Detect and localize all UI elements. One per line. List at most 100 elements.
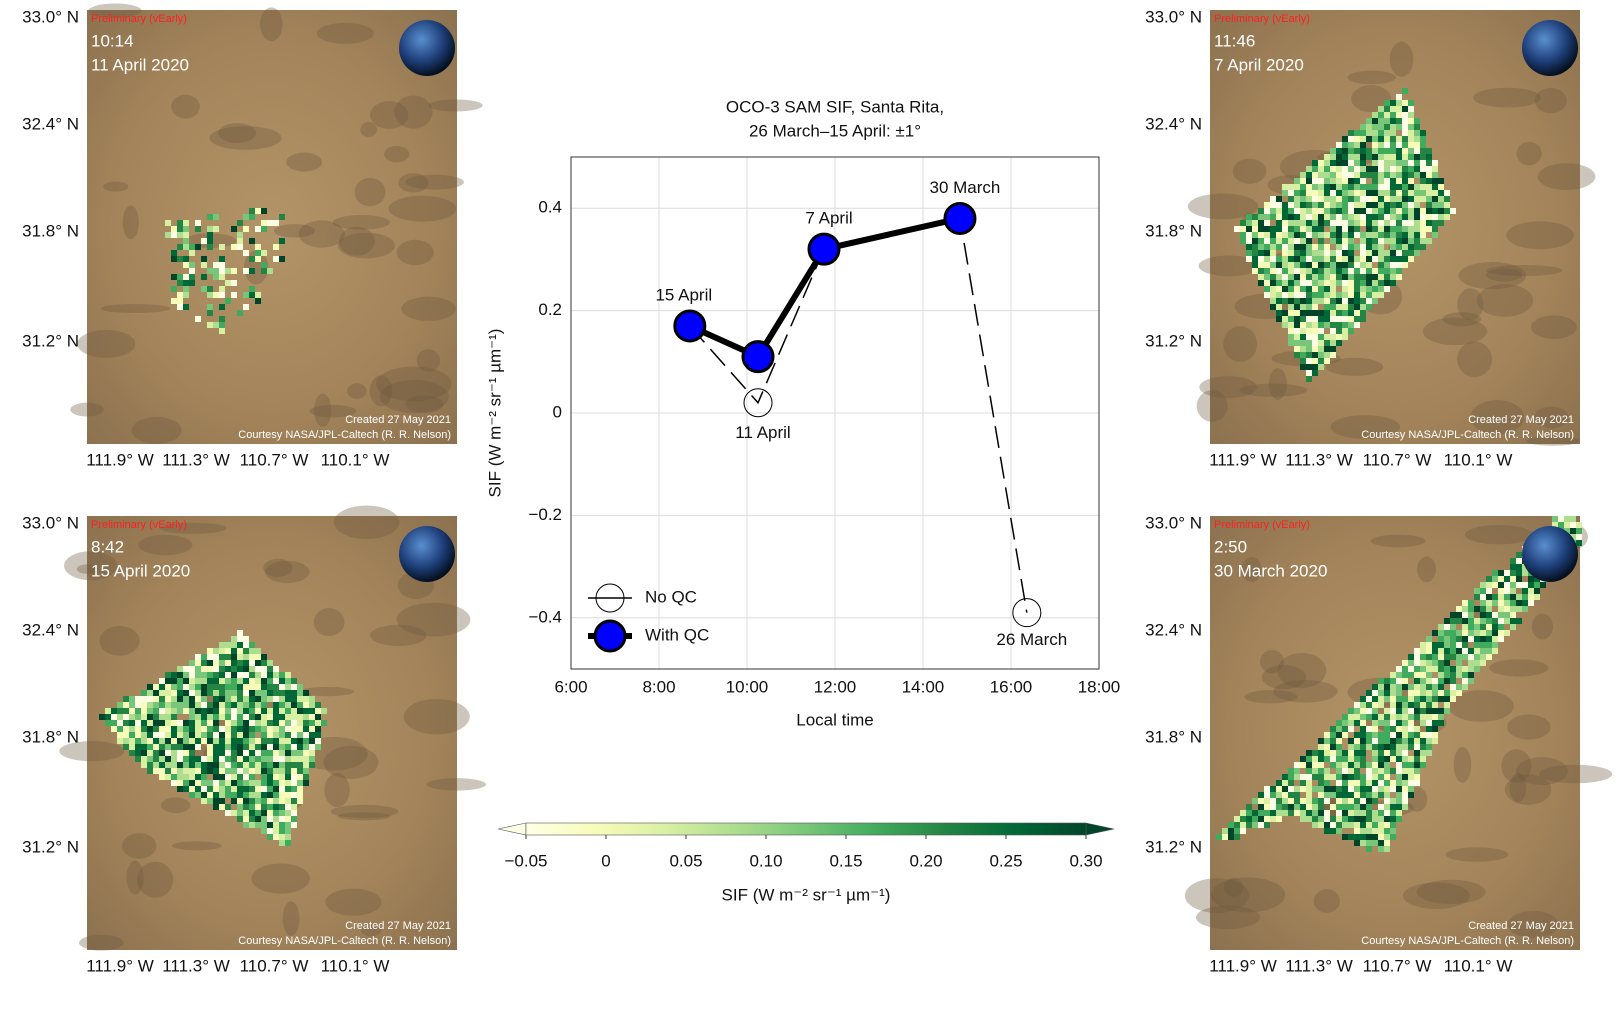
sounding-cell [1468,660,1474,666]
sounding-cell [1360,774,1366,780]
sounding-cell [237,310,243,316]
sounding-cell [1438,696,1444,702]
sounding-cell [1258,208,1264,214]
sounding-cell [1396,262,1402,268]
sounding-cell [1510,570,1516,576]
sounding-cell [1336,262,1342,268]
terrain [260,7,283,42]
sounding-cell [1354,232,1360,238]
sounding-cell [177,708,183,714]
sounding-cell [1438,660,1444,666]
terrain [100,304,171,314]
sounding-cell [1318,750,1324,756]
sounding-cell [1348,298,1354,304]
sounding-cell [1474,642,1480,648]
sounding-cell [1312,184,1318,190]
sounding-cell [1414,124,1420,130]
sounding-cell [1276,292,1282,298]
sounding-cell [1360,172,1366,178]
sounding-cell [1384,732,1390,738]
sounding-cell [1426,220,1432,226]
sounding-cell [1378,220,1384,226]
sounding-cell [1522,594,1528,600]
sounding-cell [1306,184,1312,190]
sounding-cell [1366,280,1372,286]
sounding-cell [225,280,231,286]
sounding-cell [1336,250,1342,256]
terrain [137,861,174,898]
sounding-cell [1282,184,1288,190]
map-status: Preliminary (vEarly) [91,13,187,25]
sounding-cell [1318,178,1324,184]
sounding-cell [1330,238,1336,244]
sounding-cell [1414,756,1420,762]
sounding-cell [267,804,273,810]
terrain [1416,879,1486,904]
sounding-cell [1438,654,1444,660]
sounding-cell [165,696,171,702]
sounding-cell [177,774,183,780]
sounding-cell [1420,678,1426,684]
sounding-cell [207,244,213,250]
sounding-cell [1264,786,1270,792]
sounding-cell [147,756,153,762]
sounding-cell [1462,600,1468,606]
sounding-cell [213,322,219,328]
sounding-cell [231,636,237,642]
sounding-cell [1360,280,1366,286]
sounding-cell [1306,214,1312,220]
sounding-cell [1504,588,1510,594]
sounding-cell [1462,624,1468,630]
sounding-cell [1420,756,1426,762]
sounding-cell [1306,280,1312,286]
sounding-cell [1432,714,1438,720]
terrain [324,773,350,808]
sounding-cell [1348,196,1354,202]
sounding-cell [219,774,225,780]
sounding-cell [1378,160,1384,166]
sounding-cell [1384,756,1390,762]
sounding-cell [273,828,279,834]
sounding-cell [1378,136,1384,142]
sounding-cell [177,678,183,684]
sounding-cell [1318,292,1324,298]
sounding-cell [1402,130,1408,136]
sounding-cell [237,672,243,678]
sounding-cell [1432,738,1438,744]
sounding-cell [189,660,195,666]
sounding-cell [1282,298,1288,304]
sounding-cell [1318,346,1324,352]
sounding-cell [1294,226,1300,232]
sounding-cell [1342,232,1348,238]
sounding-cell [207,786,213,792]
sounding-cell [1450,648,1456,654]
sounding-cell [1408,768,1414,774]
sounding-cell [1390,142,1396,148]
sounding-cell [267,672,273,678]
sounding-cell [249,660,255,666]
sounding-cell [303,774,309,780]
sounding-cell [1276,274,1282,280]
terrain [388,195,457,222]
sounding-cell [1384,780,1390,786]
terrain [161,797,191,814]
sounding-cell [315,744,321,750]
sounding-cell [177,280,183,286]
sounding-cell [141,696,147,702]
sounding-cell [1510,594,1516,600]
sounding-cell [1276,298,1282,304]
sounding-cell [273,244,279,250]
sounding-cell [1318,172,1324,178]
sounding-cell [1234,822,1240,828]
sounding-cell [1300,268,1306,274]
sounding-cell [1342,732,1348,738]
sounding-cell [1354,208,1360,214]
sounding-cell [1420,160,1426,166]
sounding-cell [1426,702,1432,708]
sounding-cell [1348,190,1354,196]
sounding-cell [1312,756,1318,762]
sounding-cell [1504,576,1510,582]
sounding-cell [1420,226,1426,232]
